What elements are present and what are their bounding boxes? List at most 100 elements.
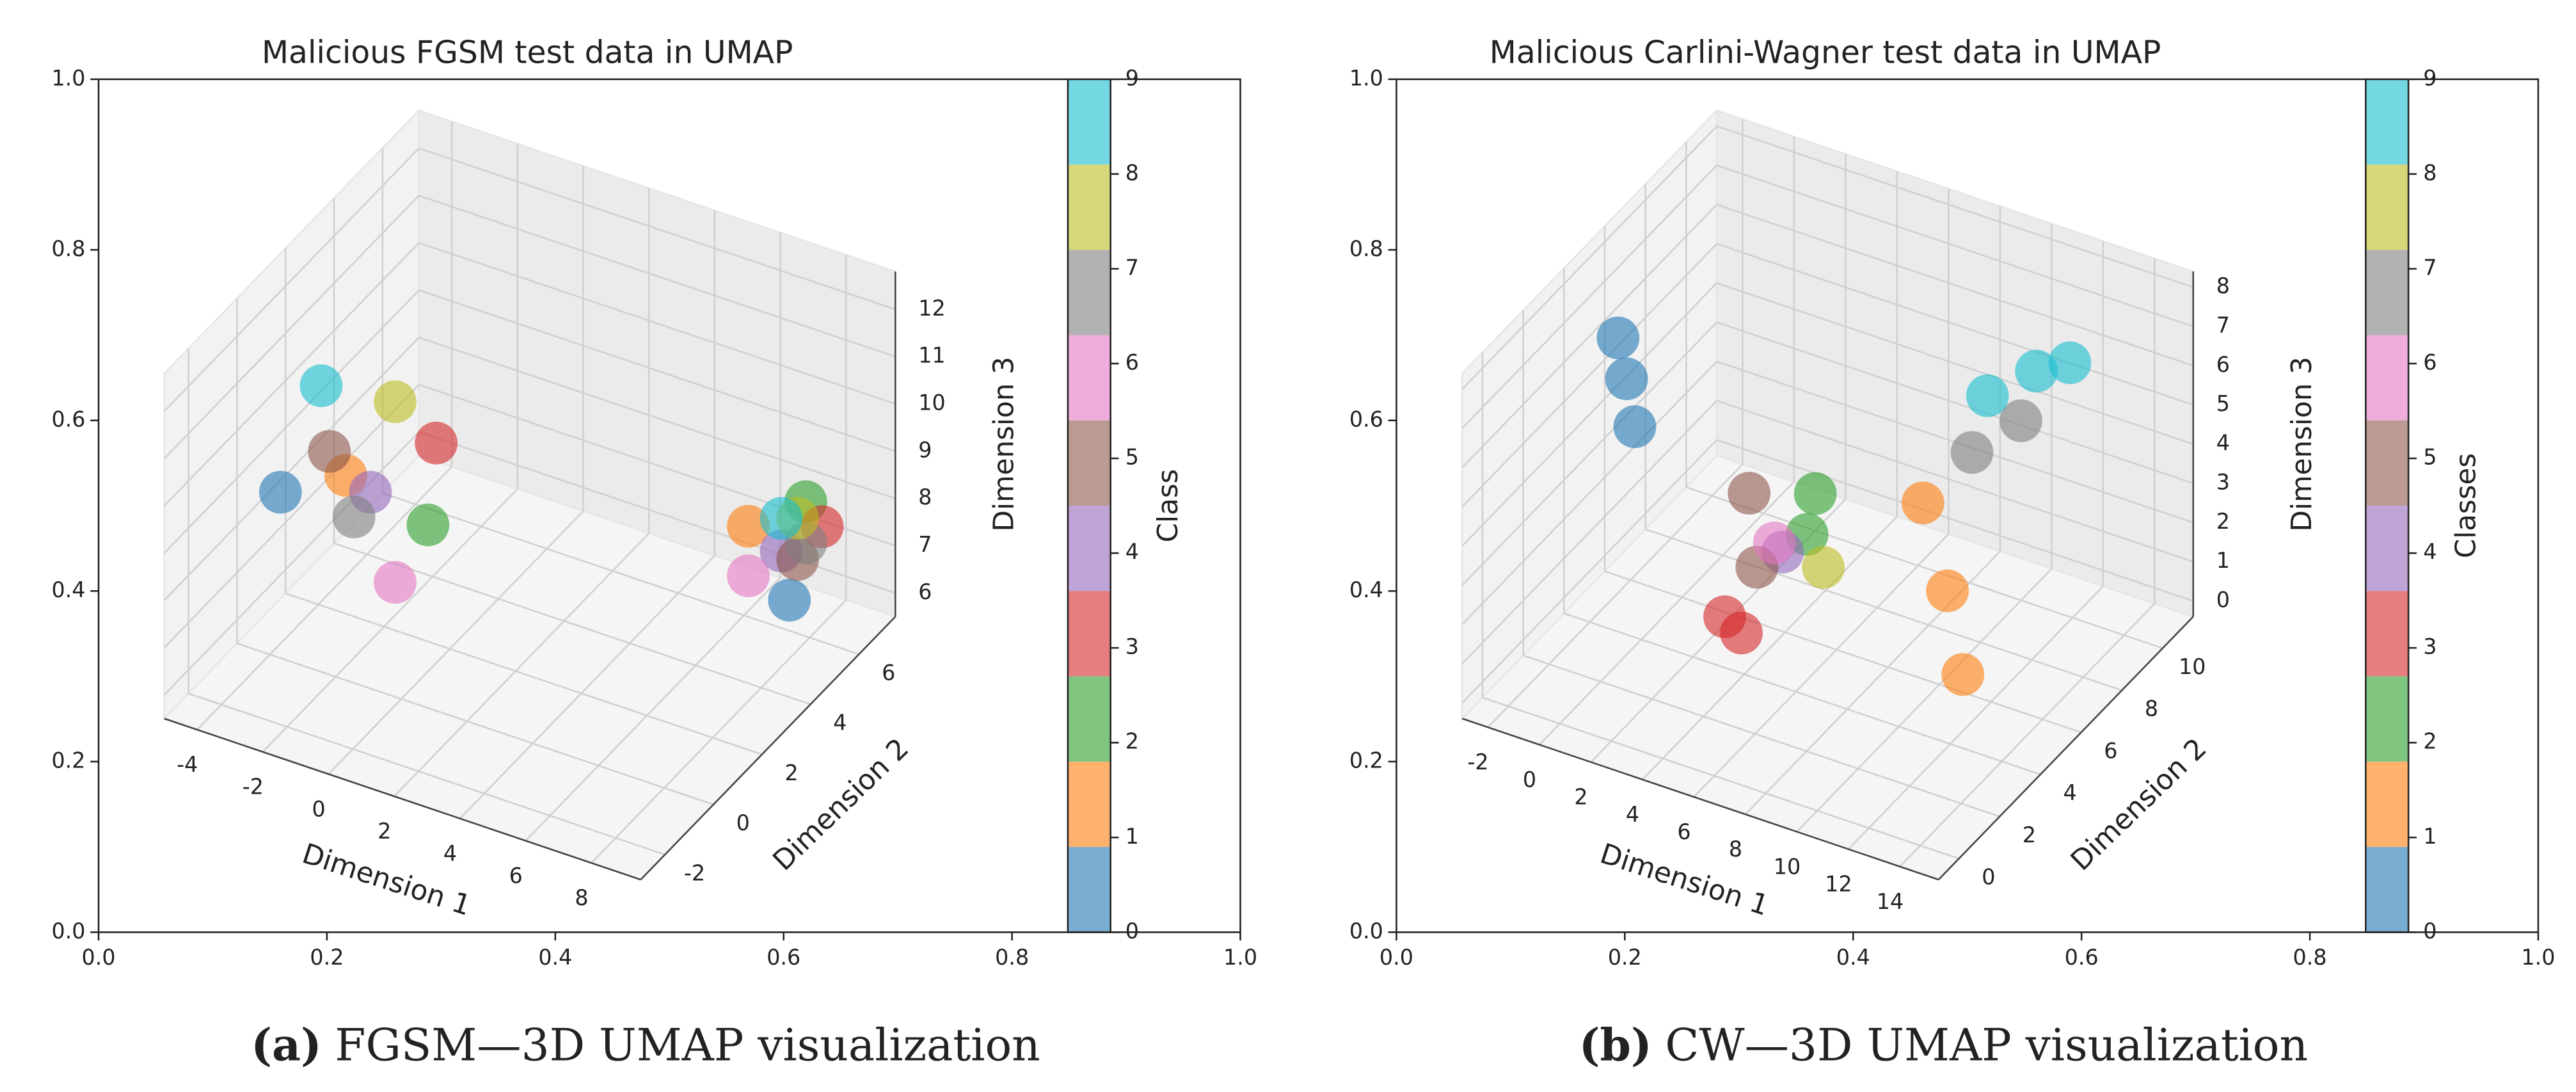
outer-axes (97, 78, 1241, 933)
x-tick-label: 0.2 (310, 945, 344, 970)
point (727, 504, 770, 548)
chart-title: Malicious Carlini-Wagner test data in UM… (1490, 34, 2161, 70)
colorbar-segment (1067, 847, 1111, 933)
colorbar-segment (1067, 676, 1111, 762)
y3-tick-label: 4 (833, 711, 847, 735)
point (374, 561, 417, 604)
x3-tick-label: 4 (443, 841, 457, 866)
y-tick-label: 0.2 (51, 748, 85, 773)
grid-line (1461, 243, 1718, 508)
y3-tick-label: 0 (736, 810, 750, 835)
point (1802, 545, 1845, 589)
x3-tick-label: 2 (1574, 785, 1587, 810)
grid-line (188, 693, 665, 856)
y3-tick-label: 4 (2063, 780, 2077, 805)
colorbar-segment (2365, 506, 2409, 591)
grid-line (1716, 321, 2194, 485)
y3-tick-label: 10 (2179, 654, 2206, 679)
outer-axes (1395, 78, 2540, 933)
grid-line (1641, 516, 1898, 780)
grid-line (1716, 165, 2194, 328)
grid-line (1461, 204, 1718, 469)
z3-tick-label: 8 (2216, 273, 2230, 298)
y3-tick-label: 2 (2023, 823, 2036, 847)
grid-line (1604, 570, 2082, 734)
caption-text: FGSM—3D UMAP visualization (335, 1020, 1040, 1072)
grid-line (591, 599, 847, 864)
y-tick-label: 0.6 (1349, 406, 1383, 431)
point (1728, 472, 1771, 515)
x3-tick-label: 8 (575, 885, 588, 910)
colorbar-segment (2365, 335, 2409, 421)
z3-tick-label: 0 (2216, 587, 2230, 612)
colorbar-segment (2365, 591, 2409, 677)
grid-line (1461, 125, 1718, 390)
grid-line (1563, 613, 2041, 776)
x3-tick-label: 0 (1523, 767, 1536, 792)
colorbar-tick-label: 0 (1125, 919, 1139, 943)
grid-line (328, 510, 584, 775)
z3-tick-label: 4 (2216, 430, 2230, 455)
grid-line (163, 337, 420, 601)
colorbar-segment (1067, 250, 1111, 335)
point (759, 497, 803, 540)
z3-tick-label: 6 (2216, 352, 2230, 377)
point (2015, 349, 2058, 393)
colorbar-frame (2365, 78, 2410, 933)
grid-line (1716, 125, 2194, 288)
grid-line (525, 577, 781, 842)
point (332, 495, 376, 538)
grid-line (1685, 486, 2163, 649)
colorbar-segment (2365, 250, 2409, 335)
grid-line (163, 195, 420, 460)
caption-label: (b) (1579, 1020, 1652, 1072)
x-tick-label: 1.0 (2521, 945, 2555, 970)
grid-line (1461, 400, 1718, 664)
z3-tick-label: 10 (918, 390, 945, 415)
colorbar-tick-label: 7 (2423, 255, 2437, 280)
grid-line (418, 336, 896, 499)
z3-tick-label: 5 (2216, 391, 2230, 416)
z3-axis-label: Dimension 3 (987, 357, 1020, 532)
point (1753, 521, 1796, 565)
x3-tick-label: 6 (1677, 819, 1690, 844)
x3-tick-label: -2 (1467, 750, 1488, 775)
colorbar-tick-label: 3 (2423, 634, 2437, 659)
colorbar-segment (2365, 847, 2409, 933)
colorbar-tick-label: 0 (2423, 919, 2437, 943)
grid-line (1461, 360, 1718, 625)
colorbar-segment (1067, 761, 1111, 847)
x-tick-label: 0.4 (1836, 945, 1870, 970)
y-tick-label: 0.4 (51, 577, 85, 602)
grid-line (382, 492, 859, 655)
y-tick-label: 1.0 (1349, 65, 1383, 90)
x-tick-label: 1.0 (1223, 945, 1257, 970)
grid-line (1487, 463, 1744, 728)
grid-line (163, 384, 420, 648)
y-tick-label: 0.8 (51, 236, 85, 261)
colorbar-segment (1067, 591, 1111, 677)
colorbar-segment (2365, 420, 2409, 506)
grid-line (1796, 568, 2053, 833)
point (1926, 569, 1969, 613)
colorbar-tick-label: 9 (2423, 65, 2437, 90)
grid-line (459, 555, 715, 819)
y-tick-label: 1.0 (51, 65, 85, 90)
caption-label: (a) (251, 1020, 322, 1072)
z3-tick-label: 1 (2216, 548, 2230, 573)
point (1613, 405, 1657, 449)
grid-line (196, 466, 453, 730)
colorbar-segment (1067, 335, 1111, 421)
caption: (a) FGSM—3D UMAP visualization (251, 1020, 1040, 1072)
grid-line (1461, 439, 1718, 703)
grid-line (1645, 528, 2122, 691)
grid-line (1716, 399, 2194, 563)
y3-axis-label: Dimension 2 (2064, 732, 2213, 878)
grid-line (394, 533, 650, 797)
x3-tick-label: -4 (177, 752, 198, 777)
point (768, 579, 811, 622)
y3-tick-label: 6 (2104, 738, 2117, 763)
x3-tick-label: 6 (509, 863, 523, 888)
